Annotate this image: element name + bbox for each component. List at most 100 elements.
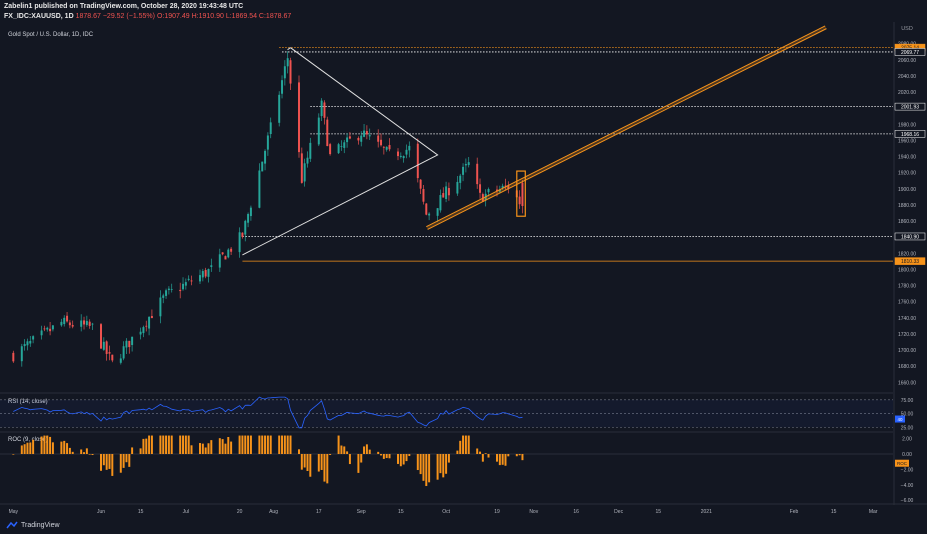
roc-bar [108,454,111,469]
roc-bar [100,454,102,471]
roc-bar [167,435,170,454]
price-level-label: 2069.77 [901,50,919,56]
rsi-badge [895,415,905,423]
candle [504,185,507,187]
price-level-badge [894,130,926,138]
roc-bar [83,452,86,454]
price-tick-label: 2020.00 [898,90,916,96]
roc-bar [521,454,524,461]
time-tick-label: Aug [269,509,278,515]
candle [264,150,267,164]
roc-bar [323,454,326,482]
candle [337,144,340,154]
rsi-line [13,396,523,429]
candle [487,189,490,193]
candle [323,102,326,118]
candle [249,207,252,217]
roc-bar [428,454,431,483]
roc-bar [244,435,247,454]
price-level-label: 1810.33 [901,259,919,265]
price-tick-label: 1860.00 [898,219,916,225]
candle [258,170,261,208]
roc-bar [269,435,272,454]
publisher-line: Zabelin1 published on TradingView.com, O… [4,3,244,10]
time-tick-label: 15 [831,509,837,515]
roc-bar [66,443,69,454]
price-tick-label: 1920.00 [898,171,916,177]
roc-badge [895,459,909,467]
price-tick-label: 1680.00 [898,364,916,370]
candle [363,130,366,137]
price-tick-label: 1980.00 [898,122,916,128]
candle [29,340,32,344]
rsi-title: RSI (14, close) [8,399,48,405]
candle [60,321,63,326]
candle [507,185,510,189]
candle [187,278,190,280]
candle [131,336,134,346]
candle [108,352,111,354]
candle [199,275,201,282]
roc-bar [122,454,125,468]
candle [496,189,498,192]
roc-bar [498,454,501,466]
roc-bar [266,435,269,454]
candle [32,336,35,340]
candle [278,94,281,123]
roc-bar [241,435,244,454]
candle [210,265,213,267]
rsi-band [0,399,893,428]
roc-bar [162,435,165,454]
time-tick-label: 17 [316,509,322,515]
roc-bar [300,454,303,470]
triangle-pattern [242,47,439,256]
candle [85,320,88,325]
candle [462,166,465,175]
roc-bar [199,443,201,454]
roc-bar [264,435,267,454]
price-tick-label: 1660.00 [898,380,916,386]
candle [436,208,439,216]
candle [91,323,94,325]
candle [111,354,114,361]
roc-bar [190,445,193,454]
candle [224,256,227,260]
time-tick-label: Jul [183,509,189,515]
roc-bar [436,454,439,480]
roc-bar [249,435,252,454]
candle [88,321,91,326]
roc-bar [320,454,323,470]
candle [479,184,482,193]
roc-bar [210,440,213,454]
roc-tick-label: 2.00 [902,437,912,443]
roc-bar [224,443,227,454]
candle [182,283,185,290]
roc-bar [43,435,46,454]
price-tick-label: 1780.00 [898,284,916,290]
candle [300,153,303,183]
roc-bar [459,440,462,454]
tradingview-logo[interactable]: TradingView [6,521,60,529]
candle [148,316,151,329]
candle [170,288,173,290]
roc-bar [422,454,425,481]
candle [501,185,504,188]
roc-bar [88,454,91,455]
roc-bar [447,454,450,463]
candle [150,316,153,319]
roc-title: ROC (9, close) [8,437,48,443]
roc-bar [286,435,289,454]
price-tick-label: 1700.00 [898,348,916,354]
roc-bar [416,454,419,471]
roc-bar [283,435,286,454]
price-tick-label: 1720.00 [898,332,916,338]
roc-bar [40,436,43,454]
roc-bar [91,454,94,455]
candle [66,315,69,322]
candle [100,324,102,349]
roc-tick-label: 0.00 [902,452,912,458]
price-change: −29.52 (−1.55%) [102,13,155,20]
roc-bar [439,454,442,474]
roc-bar [85,448,88,454]
